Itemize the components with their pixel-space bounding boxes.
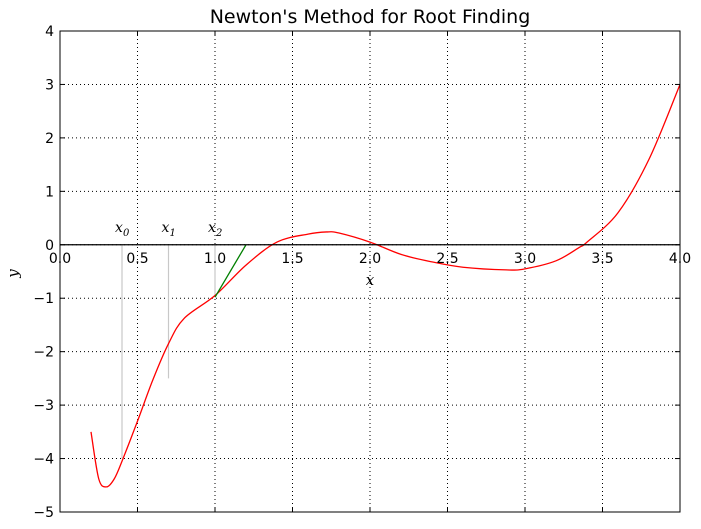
series-layer <box>90 84 681 488</box>
x-tick-label: 0.5 <box>126 251 148 267</box>
y-tick-label: −5 <box>33 505 54 521</box>
x-axis-label: x <box>366 271 375 289</box>
y-tick-label: −1 <box>33 291 54 307</box>
y-tick-label: 3 <box>45 77 54 93</box>
function-curve <box>90 84 681 488</box>
y-tick-label: −2 <box>33 345 54 361</box>
iteration-label: x <box>162 220 170 236</box>
iteration-label: x <box>115 220 123 236</box>
y-tick-label: 2 <box>45 131 54 147</box>
x-tick-label: 0.0 <box>49 251 71 267</box>
y-tick-label: 1 <box>45 184 54 200</box>
x-tick-label: 2.5 <box>436 251 458 267</box>
iteration-label-subscript: 2 <box>215 228 222 239</box>
axis-labels: x 0 x 1 x 2xy <box>4 220 375 289</box>
x-tick-label: 2.0 <box>359 251 381 267</box>
iteration-label-subscript: 0 <box>123 228 130 239</box>
x-tick-label: 1.5 <box>281 251 303 267</box>
iteration-label-subscript: 1 <box>170 228 176 239</box>
y-tick-label: 4 <box>45 24 54 40</box>
x-tick-label: 3.5 <box>591 251 613 267</box>
plot-border <box>59 30 681 513</box>
chart-title: Newton's Method for Root Finding <box>209 6 531 28</box>
y-tick-label: −4 <box>33 452 54 468</box>
x-tick-label: 4.0 <box>669 251 691 267</box>
y-tick-label: −3 <box>33 398 54 414</box>
y-axis-label: y <box>4 269 22 279</box>
iteration-label: x <box>208 220 216 236</box>
x-tick-label: 3.0 <box>514 251 536 267</box>
tangent-line <box>214 244 247 298</box>
y-tick-label: 0 <box>45 238 54 254</box>
x-tick-label: 1.0 <box>204 251 226 267</box>
plot-frame <box>59 30 681 513</box>
tick-labels: 0.0 0.5 1.0 1.5 2.0 2.5 3.0 3.5 4.0 −5 −4 −3 −2 −1 0 1 2… <box>33 24 691 521</box>
iteration-guides <box>121 244 216 459</box>
